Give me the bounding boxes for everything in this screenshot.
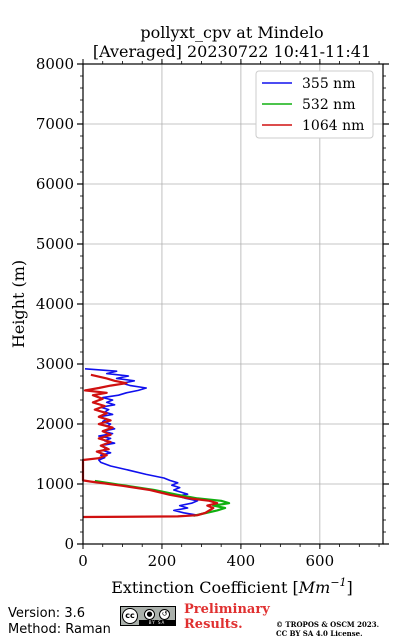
legend-label-1064: 1064 nm bbox=[302, 118, 364, 134]
preliminary-notice: Preliminary Results. bbox=[184, 602, 270, 632]
footer-info: Version: 3.6 Method: Raman bbox=[8, 606, 111, 638]
y-tick-label-6000: 6000 bbox=[36, 175, 74, 193]
legend-box bbox=[255, 70, 374, 139]
series-line-355-nm bbox=[84, 368, 199, 516]
method-text: Method: Raman bbox=[8, 622, 111, 637]
x-axis-label-exponent: −1 bbox=[330, 576, 346, 589]
y-tick-label-4000: 4000 bbox=[36, 295, 74, 313]
x-axis-label-suffix: ] bbox=[347, 578, 353, 597]
y-tick-label-5000: 5000 bbox=[36, 235, 74, 253]
chart-title-line2: [Averaged] 20230722 10:41-11:41 bbox=[93, 42, 371, 61]
y-tick-label-7000: 7000 bbox=[36, 115, 74, 133]
preliminary-line2: Results. bbox=[184, 617, 243, 632]
x-axis-label-prefix: Extinction Coefficient [ bbox=[111, 578, 299, 597]
cc-icon: cc bbox=[122, 608, 138, 624]
copyright-line2: CC BY SA 4.0 License. bbox=[276, 629, 363, 638]
preliminary-line1: Preliminary bbox=[184, 602, 270, 617]
x-tick-label-0: 0 bbox=[78, 552, 88, 570]
series-line-1064-nm bbox=[81, 373, 219, 519]
x-axis-label: Extinction Coefficient [Mm−1] bbox=[111, 576, 353, 597]
y-tick-label-1000: 1000 bbox=[36, 475, 74, 493]
ticks: 0 200 400 600010002000300040005000600070008… bbox=[36, 55, 389, 570]
x-axis-label-unit: Mm bbox=[298, 578, 331, 597]
cc-license-badge: cc ● ↺ BY SA bbox=[120, 606, 176, 626]
x-tick-label-400: 400 bbox=[227, 552, 256, 570]
copyright-line1: © TROPOS & OSCM 2023. bbox=[276, 620, 380, 629]
y-tick-label-8000: 8000 bbox=[36, 55, 74, 73]
cc-bar-label: BY SA bbox=[139, 620, 175, 625]
by-icon: ● bbox=[144, 609, 155, 620]
version-text: Version: 3.6 bbox=[8, 606, 85, 621]
x-tick-label-200: 200 bbox=[148, 552, 177, 570]
x-tick-label-600: 600 bbox=[306, 552, 335, 570]
y-tick-label-3000: 3000 bbox=[36, 355, 74, 373]
copyright-notice: © TROPOS & OSCM 2023. CC BY SA 4.0 Licen… bbox=[276, 620, 379, 638]
series-lines bbox=[81, 368, 231, 519]
y-tick-label-2000: 2000 bbox=[36, 415, 74, 433]
y-tick-label-0: 0 bbox=[64, 535, 74, 553]
legend-label-532: 532 nm bbox=[302, 97, 355, 113]
chart-title-line1: pollyxt_cpv at Mindelo bbox=[140, 23, 323, 42]
y-axis-label: Height (m) bbox=[9, 260, 28, 348]
sa-icon: ↺ bbox=[159, 609, 170, 620]
legend-label-355: 355 nm bbox=[302, 76, 355, 92]
legend: 355 nm 532 nm 1064 nm bbox=[255, 70, 374, 139]
